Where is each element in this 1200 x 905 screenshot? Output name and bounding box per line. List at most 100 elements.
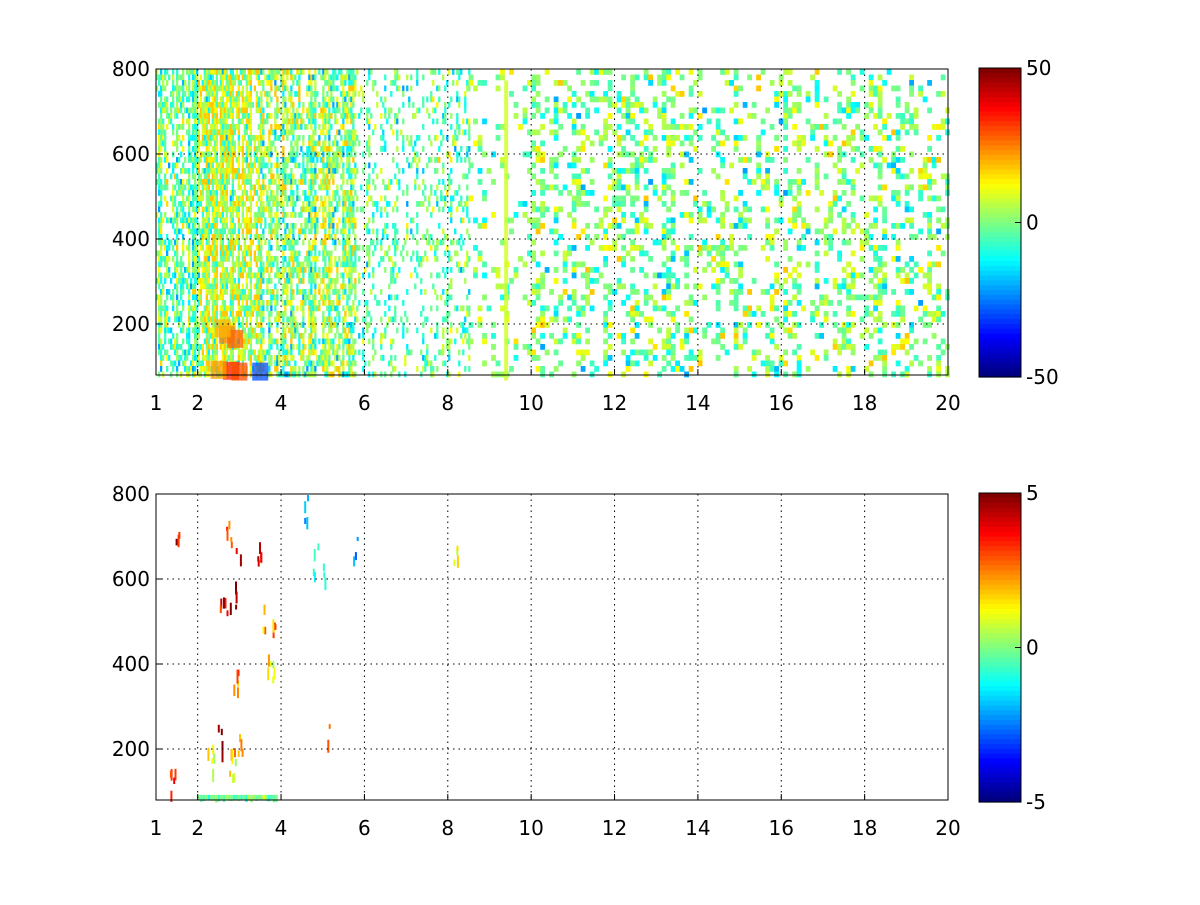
heatmap-cell [527,168,532,174]
heatmap-cell [245,129,248,136]
heatmap-cell [320,146,323,152]
heatmap-cell [223,190,226,196]
heatmap-cell [292,212,295,218]
heatmap-cell [380,316,383,323]
heatmap-cell [292,355,295,361]
heatmap-cell [396,135,399,141]
heatmap-cell [336,96,339,103]
heatmap-cell [362,355,365,361]
heatmap-cell [652,355,658,361]
heatmap-cell [342,162,345,169]
heatmap-cell [332,289,335,295]
heatmap-cell [442,289,445,295]
heatmap-cell [348,327,351,334]
heatmap-cell [276,168,279,174]
heatmap-cell [278,316,281,323]
heatmap-cell [334,234,337,240]
heatmap-cell [348,135,351,141]
heatmap-cell [420,349,423,356]
heatmap-cell [260,322,263,328]
heatmap-cell [260,129,263,136]
heatmap-cell [280,234,283,240]
heatmap-cell [257,206,260,213]
heatmap-cell [666,228,671,235]
heatmap-cell [174,360,177,367]
heatmap-cell [225,283,228,290]
heatmap-cell [316,228,319,235]
heatmap-cell [468,355,471,361]
heatmap-cell [166,107,169,114]
heatmap-cell [310,289,313,295]
heatmap-cell [354,256,357,262]
heatmap-cell [247,272,250,279]
heatmap-cell [352,322,355,328]
heatmap-cell [249,107,252,114]
heatmap-cell [215,261,218,268]
heatmap-cell [302,228,305,235]
heatmap-cell [616,173,622,180]
heatmap-cell [362,151,365,158]
heatmap-cell [276,173,279,180]
heatmap-cell [396,239,399,246]
heatmap-cell [225,217,228,224]
heatmap-cell [298,91,301,97]
heatmap-cell [241,102,244,108]
heatmap-cell [396,195,399,202]
heatmap-cell [205,289,208,295]
heatmap-cell [274,118,277,125]
heatmap-cell [348,190,351,196]
heatmap-cell [196,278,199,284]
heatmap-cell [168,118,171,125]
heatmap-cell [354,283,357,290]
heatmap-cell [233,206,236,213]
heatmap-cell [380,96,383,103]
heatmap-cell [342,305,345,312]
heatmap-cell [666,135,671,141]
heatmap-cell [282,311,285,317]
heatmap-cell [384,333,387,339]
heatmap-cell [280,107,283,114]
heatmap-cell [156,278,159,284]
heatmap-cell [278,371,281,378]
heatmap-cell [304,206,307,213]
heatmap-cell [158,173,161,180]
heatmap-cell [215,201,218,207]
heatmap-cell [328,140,331,147]
heatmap-cell [276,272,279,279]
heatmap-cell [158,327,161,334]
heatmap-cell [464,173,467,180]
heatmap-cell [312,151,315,158]
heatmap-cell [231,151,234,158]
heatmap-cell [229,201,232,207]
heatmap-cell [288,157,291,163]
heatmap-cell [176,179,179,185]
heatmap-cell [290,118,293,125]
heatmap-cell [531,355,536,361]
heatmap-cell [500,305,505,312]
heatmap-cell [589,360,595,367]
heatmap-cell [312,327,315,334]
heatmap-cell [338,107,341,114]
heatmap-cell [296,305,299,312]
heatmap-cell [648,80,653,86]
heatmap-cell [253,140,256,147]
heatmap-cell [176,294,179,301]
heatmap-cell [251,272,254,279]
heatmap-cell [276,190,279,196]
heatmap-cell [203,322,206,328]
heatmap-cell [630,311,635,317]
heatmap-cell [344,74,347,81]
heatmap-cell [348,91,351,97]
heatmap-cell [282,322,285,328]
heatmap-cell [434,107,437,114]
heatmap-cell [192,113,195,119]
heatmap-cell [328,212,331,218]
heatmap-cell [247,173,250,180]
heatmap-cell [336,311,339,317]
heatmap-cell [239,355,242,361]
heatmap-cell [304,179,307,185]
heatmap-cell [326,338,329,345]
heatmap-cell [203,184,206,191]
heatmap-cell [312,371,315,378]
heatmap-cell [251,327,254,334]
